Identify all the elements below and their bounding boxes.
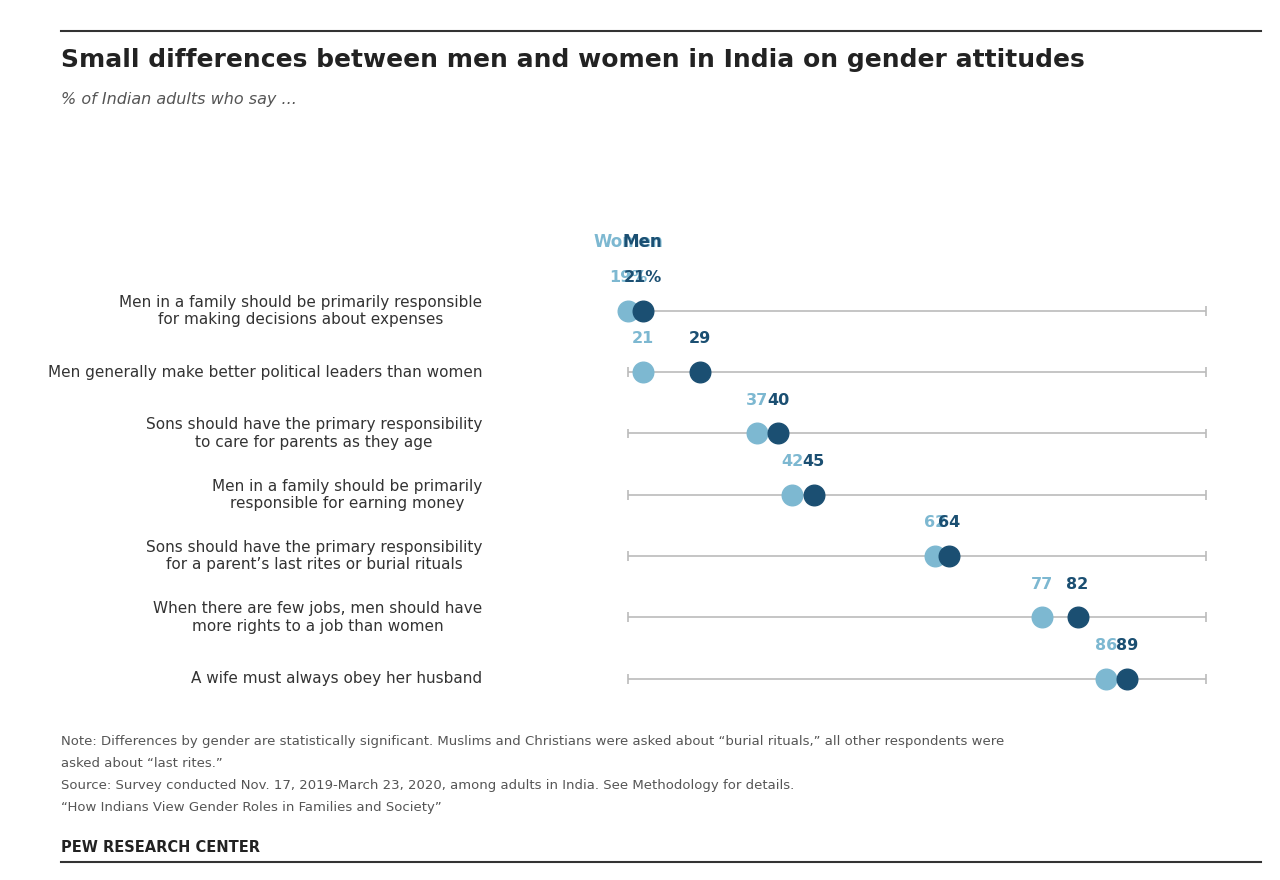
Point bbox=[940, 549, 960, 563]
Text: % of Indian adults who say ...: % of Indian adults who say ... bbox=[61, 92, 297, 107]
Text: 86: 86 bbox=[1094, 638, 1117, 653]
Text: Source: Survey conducted Nov. 17, 2019-March 23, 2020, among adults in India. Se: Source: Survey conducted Nov. 17, 2019-M… bbox=[61, 779, 795, 792]
Point bbox=[746, 427, 767, 441]
Text: 62: 62 bbox=[924, 516, 946, 531]
Text: 77: 77 bbox=[1030, 576, 1053, 591]
Text: PEW RESEARCH CENTER: PEW RESEARCH CENTER bbox=[61, 840, 260, 855]
Text: Men: Men bbox=[623, 233, 662, 252]
Point bbox=[632, 365, 653, 379]
Text: 64: 64 bbox=[938, 516, 960, 531]
Text: Men generally make better political leaders than women: Men generally make better political lead… bbox=[47, 364, 483, 379]
Text: Sons should have the primary responsibility
to care for parents as they age: Sons should have the primary responsibil… bbox=[146, 417, 483, 450]
Text: 19%: 19% bbox=[609, 270, 648, 285]
Point bbox=[632, 304, 653, 318]
Point bbox=[1096, 671, 1116, 686]
Text: 82: 82 bbox=[1066, 576, 1089, 591]
Point bbox=[804, 488, 824, 502]
Point bbox=[768, 427, 788, 441]
Point bbox=[690, 365, 710, 379]
Point bbox=[924, 549, 945, 563]
Text: Men in a family should be primarily
responsible for earning money: Men in a family should be primarily resp… bbox=[212, 479, 483, 511]
Point bbox=[618, 304, 639, 318]
Text: 89: 89 bbox=[1116, 638, 1139, 653]
Text: Women: Women bbox=[594, 233, 663, 252]
Point bbox=[1068, 611, 1088, 625]
Point bbox=[1032, 611, 1052, 625]
Text: When there are few jobs, men should have
more rights to a job than women: When there are few jobs, men should have… bbox=[152, 601, 483, 634]
Text: Small differences between men and women in India on gender attitudes: Small differences between men and women … bbox=[61, 48, 1085, 72]
Text: 29: 29 bbox=[689, 332, 710, 347]
Text: 40: 40 bbox=[767, 392, 790, 407]
Text: Note: Differences by gender are statistically significant. Muslims and Christian: Note: Differences by gender are statisti… bbox=[61, 735, 1005, 748]
Text: Men in a family should be primarily responsible
for making decisions about expen: Men in a family should be primarily resp… bbox=[119, 295, 483, 327]
Point bbox=[782, 488, 803, 502]
Text: 21%: 21% bbox=[623, 270, 662, 285]
Text: Sons should have the primary responsibility
for a parent’s last rites or burial : Sons should have the primary responsibil… bbox=[146, 540, 483, 572]
Text: “How Indians View Gender Roles in Families and Society”: “How Indians View Gender Roles in Famili… bbox=[61, 801, 442, 814]
Text: asked about “last rites.”: asked about “last rites.” bbox=[61, 757, 223, 770]
Text: 21: 21 bbox=[631, 332, 654, 347]
Text: A wife must always obey her husband: A wife must always obey her husband bbox=[191, 671, 483, 686]
Text: 42: 42 bbox=[781, 454, 804, 469]
Point bbox=[1117, 671, 1138, 686]
Text: 45: 45 bbox=[803, 454, 824, 469]
Text: 37: 37 bbox=[745, 392, 768, 407]
